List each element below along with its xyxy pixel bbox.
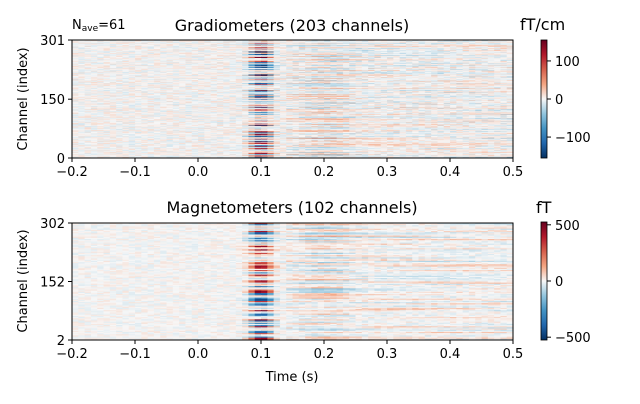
nave-subscript: ave <box>82 24 99 34</box>
grad-title: Gradiometers (203 channels) <box>175 16 409 35</box>
nave-prefix: N <box>72 18 82 33</box>
nave-annotation: Nave=61 <box>72 18 126 34</box>
grad-heatmap <box>72 40 514 158</box>
nave-suffix: =61 <box>98 18 125 33</box>
gradiometers-panel: Gradiometers (203 channels) −0.2 −0.1 0.0 0… <box>16 15 591 180</box>
